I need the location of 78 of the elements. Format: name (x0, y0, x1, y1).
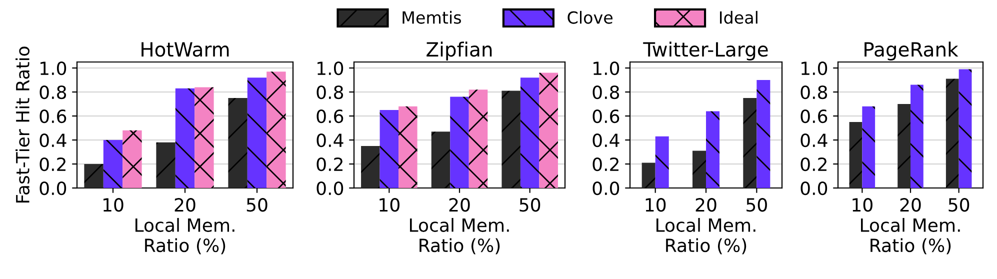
bar (247, 78, 267, 188)
y-tick-label: 0.4 (592, 133, 620, 148)
bar (156, 142, 176, 188)
bar (431, 132, 450, 188)
bar (946, 78, 959, 188)
bar (539, 72, 558, 188)
bar (706, 111, 720, 188)
bar (380, 110, 399, 188)
chart-title: HotWarm (142, 42, 229, 57)
y-tick-label: 0.8 (316, 85, 344, 100)
bar (910, 84, 924, 188)
bar (655, 136, 669, 188)
y-tick-label: 0.6 (316, 109, 344, 124)
y-tick-label: 0.0 (592, 181, 620, 196)
x-tick-label: 20 (174, 198, 196, 212)
y-tick-label: 0.4 (316, 133, 344, 148)
bar (398, 106, 418, 188)
y-tick-label: 0.6 (800, 109, 828, 124)
y-tick-label: 0.6 (592, 109, 620, 124)
chart-title: Twitter-Large (643, 42, 768, 60)
y-tick-label: 0.2 (592, 157, 618, 172)
bar (849, 122, 862, 188)
y-tick-label: 0.6 (40, 109, 66, 124)
x-tick-label: 20 (900, 198, 921, 212)
chart-title: Zipfian (426, 42, 492, 60)
bar (84, 164, 104, 188)
bar (228, 98, 248, 188)
y-tick-label: 1.0 (318, 61, 344, 76)
y-tick-label: 0.0 (316, 181, 344, 196)
bar (194, 87, 214, 188)
y-tick-label: 0.0 (40, 181, 66, 196)
bar (743, 98, 757, 188)
bar (898, 104, 910, 188)
x-axis-title: Local Mem. Ratio (%) (135, 218, 234, 254)
x-tick-label: 10 (103, 198, 124, 212)
y-tick-label: 0.2 (316, 157, 342, 172)
y-tick-label: 0.8 (40, 85, 66, 100)
bar (266, 72, 286, 188)
x-tick-label: 10 (646, 198, 666, 212)
y-axis-title: Fast-Tier Hit Ratio (16, 46, 30, 203)
y-tick-label: 0.0 (800, 181, 828, 196)
x-axis-title: Local Mem. Ratio (%) (656, 218, 756, 254)
y-tick-label: 0.4 (40, 133, 66, 148)
x-tick-label: 10 (380, 198, 400, 212)
bar (450, 96, 469, 188)
y-tick-label: 1.0 (594, 61, 620, 76)
x-tick-label: 20 (696, 198, 716, 212)
y-tick-label: 1.0 (802, 61, 828, 76)
x-tick-label: 10 (852, 198, 872, 212)
bar (642, 162, 656, 188)
bar (468, 90, 488, 188)
x-tick-label: 20 (449, 198, 470, 212)
legend-label: Memtis (402, 10, 461, 24)
chart-title: PageRank (864, 42, 958, 60)
bar (175, 88, 195, 188)
y-tick-label: 0.2 (40, 157, 66, 172)
bar (122, 130, 142, 188)
bar (502, 90, 520, 188)
y-tick-label: 1.0 (40, 61, 66, 76)
y-tick-label: 0.2 (800, 157, 826, 172)
x-tick-label: 50 (948, 198, 970, 212)
x-axis-title: Local Mem. Ratio (%) (410, 218, 509, 254)
x-axis-title: Local Mem. Ratio (%) (860, 218, 960, 254)
x-tick-label: 50 (246, 198, 268, 212)
legend-label: Ideal (720, 10, 758, 24)
y-tick-label: 0.4 (800, 133, 828, 148)
y-tick-label: 0.8 (592, 85, 620, 100)
bar (520, 78, 540, 188)
legend-label: Clove (568, 10, 612, 24)
y-tick-label: 0.8 (800, 85, 828, 100)
bar (756, 80, 770, 188)
bar (958, 69, 972, 188)
bar (361, 146, 380, 188)
bar (103, 140, 123, 188)
bar (692, 150, 706, 188)
bar (862, 106, 876, 188)
x-tick-label: 50 (520, 198, 540, 212)
x-tick-label: 50 (746, 198, 767, 212)
